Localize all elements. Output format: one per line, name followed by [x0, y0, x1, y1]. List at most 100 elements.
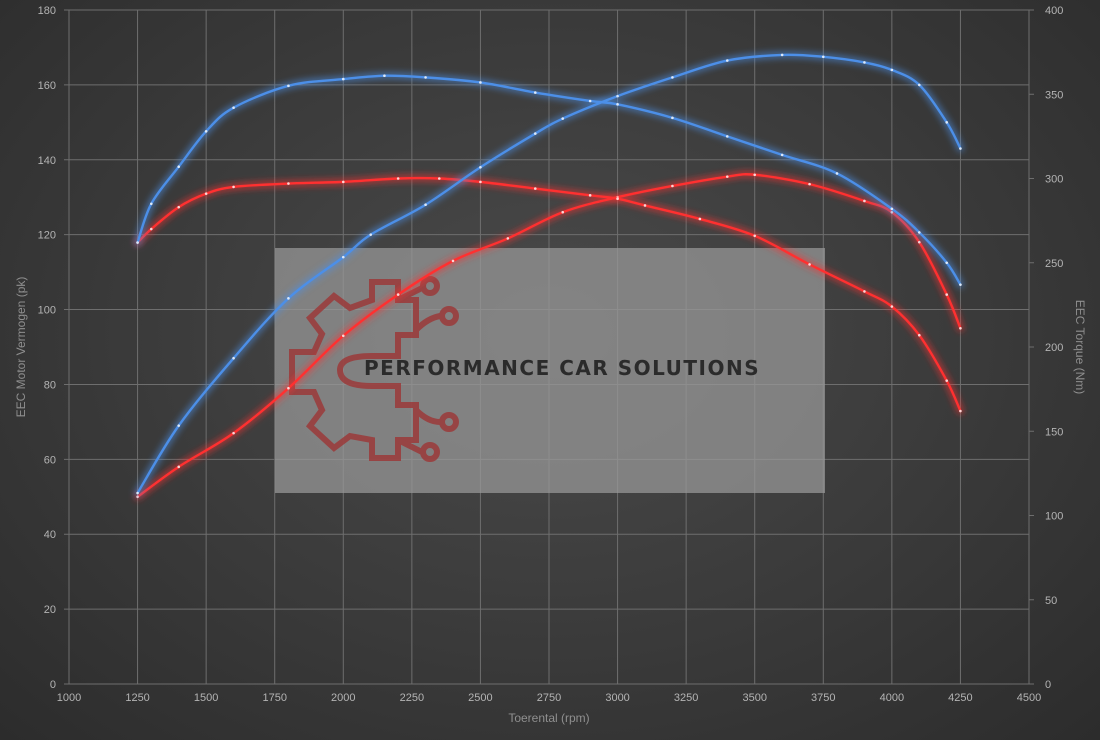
series-point [533, 187, 537, 190]
series-point [561, 210, 565, 214]
series-point [808, 263, 811, 266]
series-point [424, 203, 427, 207]
y-right-tick-label: 300 [1045, 174, 1063, 186]
y-left-tick-label: 100 [38, 305, 56, 317]
series-point [561, 117, 565, 120]
x-tick-label: 2500 [468, 692, 492, 704]
series-point [479, 180, 482, 184]
series-line [136, 176, 962, 413]
watermark-panel [275, 248, 825, 493]
series-point [177, 165, 181, 169]
series-point [149, 202, 153, 206]
series-point [959, 326, 962, 330]
y-axis-left-title: EEC Motor Vermogen (pk) [14, 277, 28, 418]
y-right-tick-label: 150 [1045, 426, 1063, 438]
series-point [863, 199, 866, 203]
y-left-tick-label: 40 [44, 529, 56, 541]
series-point [287, 84, 290, 88]
series-point [945, 293, 949, 296]
y-left-tick-label: 20 [44, 604, 56, 616]
x-axis-title: Toerental (rpm) [508, 711, 589, 725]
series-point [341, 255, 345, 259]
series-point [835, 172, 839, 175]
series-point [204, 130, 208, 133]
series-point [149, 227, 153, 231]
series-point [136, 241, 139, 244]
series-3 [134, 72, 964, 289]
series-point [232, 431, 235, 435]
x-tick-label: 4250 [948, 692, 972, 704]
series-point [232, 106, 235, 110]
series-point [753, 234, 757, 238]
series-point [780, 153, 784, 157]
series-point [287, 297, 290, 300]
series-point [945, 379, 949, 383]
series-point [287, 182, 290, 185]
x-tick-label: 1250 [125, 692, 149, 704]
series-point [821, 55, 825, 59]
series-point [341, 77, 345, 81]
x-tick-label: 2750 [537, 692, 561, 704]
series-point [890, 68, 894, 72]
y-left-tick-label: 120 [38, 230, 56, 242]
series-point [945, 121, 949, 124]
series-point [917, 83, 921, 87]
series-point [725, 135, 729, 138]
series-point [177, 424, 181, 427]
series-point [959, 283, 962, 286]
series-point [863, 61, 866, 64]
series-point [808, 182, 811, 186]
y-right-tick-label: 0 [1045, 679, 1051, 691]
series-point [369, 233, 373, 236]
grid [64, 9, 1034, 685]
watermark: PERFORMANCE CAR SOLUTIONS [275, 248, 825, 493]
series-point [671, 116, 674, 120]
series-point [232, 185, 235, 189]
y-right-tick-label: 100 [1045, 511, 1063, 523]
y-left-tick-label: 180 [38, 5, 56, 17]
y-left-tick-label: 0 [50, 679, 56, 691]
series-point [753, 173, 757, 177]
series-point [479, 165, 482, 169]
series-point [341, 334, 345, 338]
x-tick-label: 3250 [674, 692, 698, 704]
series-point [533, 91, 537, 94]
x-tick-label: 4000 [880, 692, 904, 704]
series-point [959, 409, 962, 413]
y-left-tick-label: 160 [38, 80, 56, 92]
series-point [232, 356, 235, 360]
series-1 [134, 174, 964, 415]
series-point [917, 333, 921, 337]
x-tick-label: 1750 [262, 692, 286, 704]
series-point [863, 290, 866, 293]
brand-text: PERFORMANCE CAR SOLUTIONS [364, 356, 760, 380]
series-point [725, 59, 729, 62]
tick-labels: 1000 1250 1500 1750 2000 2250 2500 2750 3000 3250… [38, 5, 1064, 704]
series-point [177, 205, 181, 209]
x-tick-label: 1500 [194, 692, 218, 704]
series-point [479, 81, 482, 84]
series-point [396, 293, 400, 296]
x-tick-label: 2000 [331, 692, 355, 704]
y-right-tick-label: 250 [1045, 258, 1063, 270]
series-point [698, 217, 702, 221]
y-right-tick-label: 200 [1045, 342, 1063, 354]
series-point [533, 132, 537, 135]
y-left-tick-label: 80 [44, 379, 56, 391]
series-point [177, 465, 181, 469]
series-point [671, 184, 674, 188]
gear-circuit-logo-icon [289, 276, 459, 462]
series-point [341, 180, 345, 184]
series-point [437, 177, 441, 180]
series-point [890, 207, 894, 211]
x-tick-label: 4500 [1017, 692, 1041, 704]
series-point [451, 259, 455, 263]
series-point [671, 76, 674, 79]
y-left-tick-label: 140 [38, 155, 56, 167]
series-point [725, 175, 729, 178]
series-point [945, 261, 949, 265]
series-point [424, 76, 427, 79]
y-right-tick-label: 350 [1045, 89, 1063, 101]
series-point [616, 197, 619, 201]
